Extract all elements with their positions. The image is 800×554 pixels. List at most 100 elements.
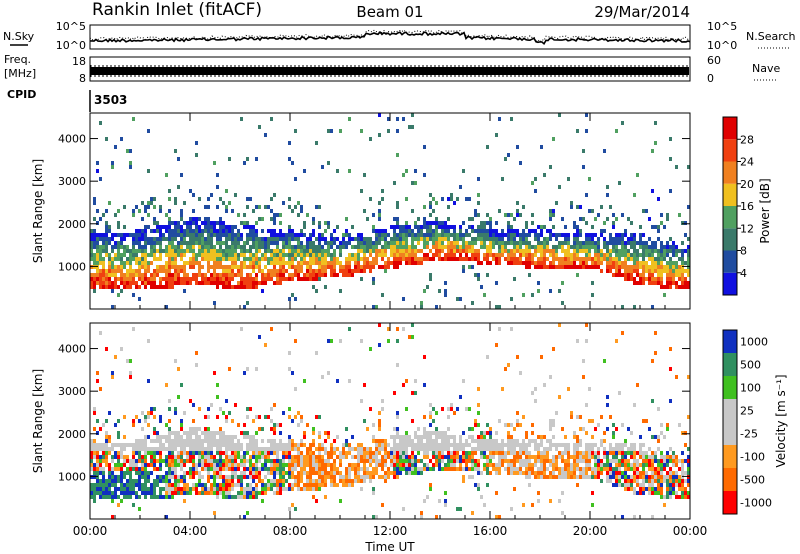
power-cell <box>399 261 402 265</box>
velocity-cell <box>606 403 609 407</box>
power-cell <box>591 237 594 241</box>
velocity-cell <box>669 487 672 491</box>
power-cell <box>381 257 384 261</box>
velocity-cell <box>297 483 300 487</box>
velocity-cell <box>366 459 369 463</box>
velocity-cell <box>606 475 609 479</box>
power-cell <box>105 209 108 213</box>
power-cell <box>594 233 597 237</box>
power-cell <box>324 229 327 233</box>
velocity-cell <box>249 435 252 439</box>
power-cell <box>561 301 564 305</box>
velocity-cell <box>543 459 546 463</box>
power-cell <box>204 221 207 225</box>
velocity-cell <box>420 435 423 439</box>
velocity-cell <box>96 443 99 447</box>
power-cell <box>177 221 180 225</box>
power-cell <box>396 129 399 133</box>
power-cell <box>108 269 111 273</box>
velocity-cell <box>633 447 636 451</box>
power-cell <box>264 205 267 209</box>
velocity-cell <box>447 459 450 463</box>
velocity-cell <box>348 471 351 475</box>
power-cell <box>549 217 552 221</box>
velocity-cell <box>159 447 162 451</box>
velocity-cell <box>288 487 291 491</box>
noise-search-label: N.Search <box>746 30 796 43</box>
power-cell <box>279 277 282 281</box>
power-cell <box>537 245 540 249</box>
power-cell <box>636 257 639 261</box>
velocity-cell <box>129 467 132 471</box>
velocity-cell <box>171 459 174 463</box>
velocity-cell <box>165 479 168 483</box>
power-cell <box>228 157 231 161</box>
power-cell <box>297 273 300 277</box>
power-cell <box>531 229 534 233</box>
power-cell <box>258 261 261 265</box>
velocity-cell <box>669 467 672 471</box>
velocity-cell <box>204 447 207 451</box>
velocity-cell <box>672 483 675 487</box>
noise-right-tick-bottom: 10^0 <box>707 39 737 52</box>
power-cell <box>471 253 474 257</box>
velocity-cell <box>327 339 330 343</box>
power-cell <box>174 281 177 285</box>
power-cell <box>465 253 468 257</box>
velocity-cell <box>492 463 495 467</box>
velocity-cell <box>264 459 267 463</box>
power-cell <box>216 249 219 253</box>
power-cell <box>453 237 456 241</box>
power-cell <box>198 237 201 241</box>
power-cell <box>507 237 510 241</box>
velocity-cell <box>678 423 681 427</box>
velocity-cell <box>285 443 288 447</box>
power-cell <box>240 233 243 237</box>
power-cell <box>660 265 663 269</box>
velocity-cell <box>276 487 279 491</box>
power-cell <box>117 249 120 253</box>
power-cell <box>540 225 543 229</box>
power-cell <box>513 249 516 253</box>
velocity-cell <box>672 463 675 467</box>
cpid-label: CPID <box>7 88 36 101</box>
power-cell <box>402 237 405 241</box>
power-cell <box>522 253 525 257</box>
power-cell <box>93 241 96 245</box>
velocity-cell <box>522 439 525 443</box>
power-cell <box>399 253 402 257</box>
power-cell <box>108 281 111 285</box>
velocity-cell <box>627 451 630 455</box>
power-cell <box>468 249 471 253</box>
power-cell <box>573 233 576 237</box>
power-cell <box>315 205 318 209</box>
velocity-cell <box>252 419 255 423</box>
power-cell <box>576 237 579 241</box>
velocity-cell <box>114 455 117 459</box>
power-cell <box>363 269 366 273</box>
power-cell <box>207 245 210 249</box>
velocity-cell <box>120 443 123 447</box>
velocity-cell <box>384 471 387 475</box>
velocity-cell <box>612 447 615 451</box>
velocity-cell <box>396 435 399 439</box>
power-cell <box>351 257 354 261</box>
velocity-cell <box>162 447 165 451</box>
velocity-cell <box>327 463 330 467</box>
power-cell <box>276 233 279 237</box>
power-cell <box>147 169 150 173</box>
velocity-cell <box>609 443 612 447</box>
velocity-cell <box>255 431 258 435</box>
power-cell <box>663 253 666 257</box>
velocity-cell <box>615 463 618 467</box>
velocity-cell <box>237 491 240 495</box>
power-cell <box>201 277 204 281</box>
power-cell <box>102 241 105 245</box>
power-cell <box>399 245 402 249</box>
velocity-cell <box>270 483 273 487</box>
power-cell <box>324 285 327 289</box>
power-cell <box>174 229 177 233</box>
power-cell <box>654 281 657 285</box>
power-cell <box>195 233 198 237</box>
velocity-cell <box>684 471 687 475</box>
